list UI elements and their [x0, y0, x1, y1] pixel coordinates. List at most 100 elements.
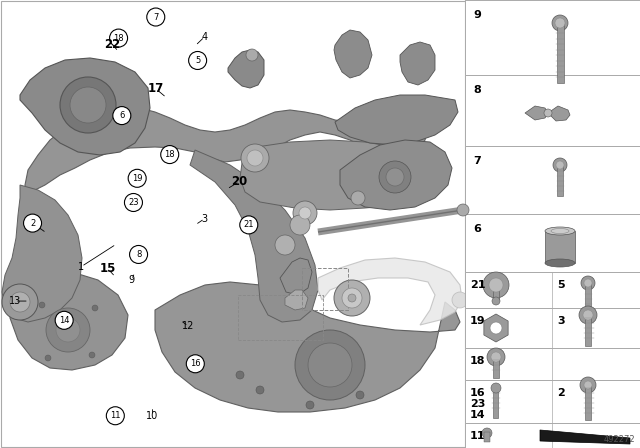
Text: 12: 12 — [182, 321, 195, 331]
Polygon shape — [155, 282, 460, 412]
Text: 15: 15 — [100, 262, 116, 276]
Polygon shape — [525, 106, 548, 120]
Circle shape — [128, 169, 146, 187]
Circle shape — [584, 279, 592, 287]
Circle shape — [555, 18, 565, 28]
Circle shape — [247, 150, 263, 166]
Bar — [484, 432, 490, 442]
Circle shape — [290, 215, 310, 235]
Polygon shape — [2, 185, 82, 322]
Circle shape — [299, 207, 311, 219]
Circle shape — [240, 216, 258, 234]
Text: 16: 16 — [190, 359, 200, 368]
Text: 18: 18 — [164, 150, 175, 159]
Polygon shape — [10, 272, 128, 370]
Circle shape — [147, 8, 164, 26]
Circle shape — [544, 109, 552, 117]
Circle shape — [308, 343, 352, 387]
Text: 8: 8 — [136, 250, 141, 259]
Text: 22: 22 — [104, 38, 121, 52]
Bar — [493, 284, 499, 301]
Circle shape — [348, 294, 356, 302]
Text: 17: 17 — [148, 82, 164, 95]
Circle shape — [24, 214, 42, 232]
Text: 3: 3 — [557, 316, 564, 326]
Text: 10: 10 — [147, 411, 159, 421]
Circle shape — [386, 168, 404, 186]
Polygon shape — [318, 258, 462, 325]
Circle shape — [236, 371, 244, 379]
Text: 7: 7 — [153, 13, 159, 22]
Text: 11: 11 — [110, 411, 120, 420]
Text: 5: 5 — [557, 280, 564, 290]
Circle shape — [256, 386, 264, 394]
Bar — [493, 388, 498, 418]
Circle shape — [579, 306, 597, 324]
Polygon shape — [228, 50, 264, 88]
Text: 23: 23 — [128, 198, 139, 207]
Circle shape — [457, 204, 469, 216]
Circle shape — [356, 391, 364, 399]
Text: 6: 6 — [119, 111, 125, 120]
Bar — [465, 146, 640, 214]
Polygon shape — [190, 150, 318, 322]
Text: 9: 9 — [129, 275, 134, 285]
Circle shape — [306, 401, 314, 409]
Text: 23: 23 — [470, 399, 485, 409]
Circle shape — [581, 276, 595, 290]
Circle shape — [552, 15, 568, 31]
Polygon shape — [25, 107, 428, 195]
Circle shape — [2, 284, 38, 320]
Circle shape — [491, 352, 501, 362]
Bar — [585, 384, 591, 420]
Circle shape — [246, 49, 258, 61]
Circle shape — [129, 246, 148, 263]
Circle shape — [487, 348, 505, 366]
Circle shape — [452, 292, 468, 308]
Text: 4: 4 — [202, 32, 207, 42]
Bar — [545, 231, 575, 263]
Bar — [465, 423, 640, 448]
Polygon shape — [240, 140, 440, 210]
Bar — [465, 380, 640, 423]
Text: 3: 3 — [202, 214, 207, 224]
Circle shape — [491, 383, 501, 393]
Ellipse shape — [551, 228, 569, 233]
Circle shape — [295, 330, 365, 400]
Circle shape — [109, 29, 127, 47]
Text: 18: 18 — [113, 34, 124, 43]
Polygon shape — [285, 290, 308, 310]
Text: 492272: 492272 — [604, 435, 635, 444]
Text: 9: 9 — [473, 10, 481, 20]
Text: 14: 14 — [59, 316, 69, 325]
Bar — [557, 165, 563, 196]
Circle shape — [55, 311, 73, 329]
Circle shape — [70, 87, 106, 123]
Text: 13: 13 — [9, 296, 21, 306]
Circle shape — [106, 407, 124, 425]
Circle shape — [56, 318, 80, 342]
Circle shape — [492, 297, 500, 305]
Text: 2: 2 — [557, 388, 564, 398]
Circle shape — [583, 310, 593, 320]
Text: 19: 19 — [470, 316, 486, 326]
Text: 11: 11 — [470, 431, 486, 441]
Text: 14: 14 — [470, 410, 486, 420]
Text: 1: 1 — [78, 262, 84, 271]
Circle shape — [124, 194, 143, 211]
Bar — [465, 214, 640, 272]
Circle shape — [580, 377, 596, 393]
Text: 20: 20 — [231, 175, 248, 188]
Bar — [493, 356, 499, 378]
Text: 18: 18 — [470, 356, 486, 366]
Polygon shape — [400, 42, 435, 85]
Circle shape — [489, 278, 503, 292]
Bar — [465, 75, 640, 146]
Bar — [465, 0, 640, 75]
Polygon shape — [280, 258, 312, 295]
Bar — [585, 314, 591, 346]
Circle shape — [10, 292, 30, 312]
Circle shape — [39, 302, 45, 308]
Circle shape — [275, 235, 295, 255]
Circle shape — [351, 191, 365, 205]
